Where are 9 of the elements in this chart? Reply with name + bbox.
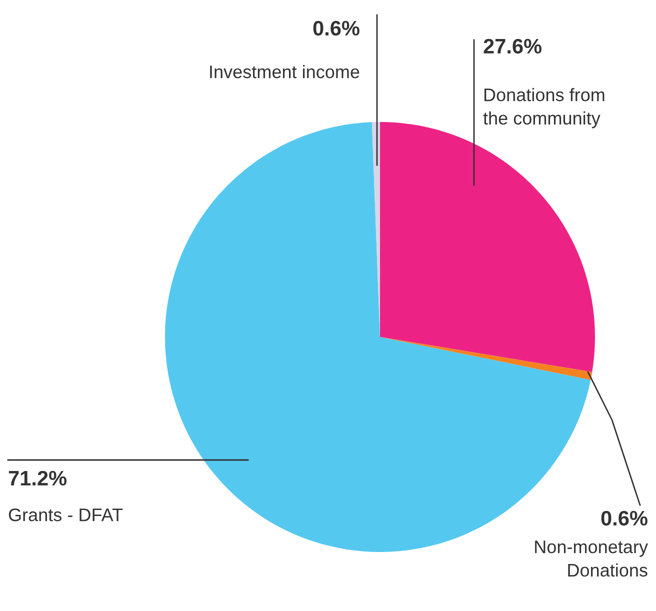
data-label: 0.6%	[601, 510, 648, 526]
slice-label: Grants - DFAT	[8, 508, 123, 522]
data-label: 27.6%	[484, 38, 542, 54]
data-label: 0.6%	[313, 20, 360, 36]
slice-label: Investment income	[210, 65, 360, 78]
pie-slice	[380, 337, 592, 380]
slice-label: Non-monetary Donations	[535, 540, 648, 577]
slice-label: Donations from the community	[483, 88, 604, 128]
data-label: 71.2%	[8, 470, 67, 486]
